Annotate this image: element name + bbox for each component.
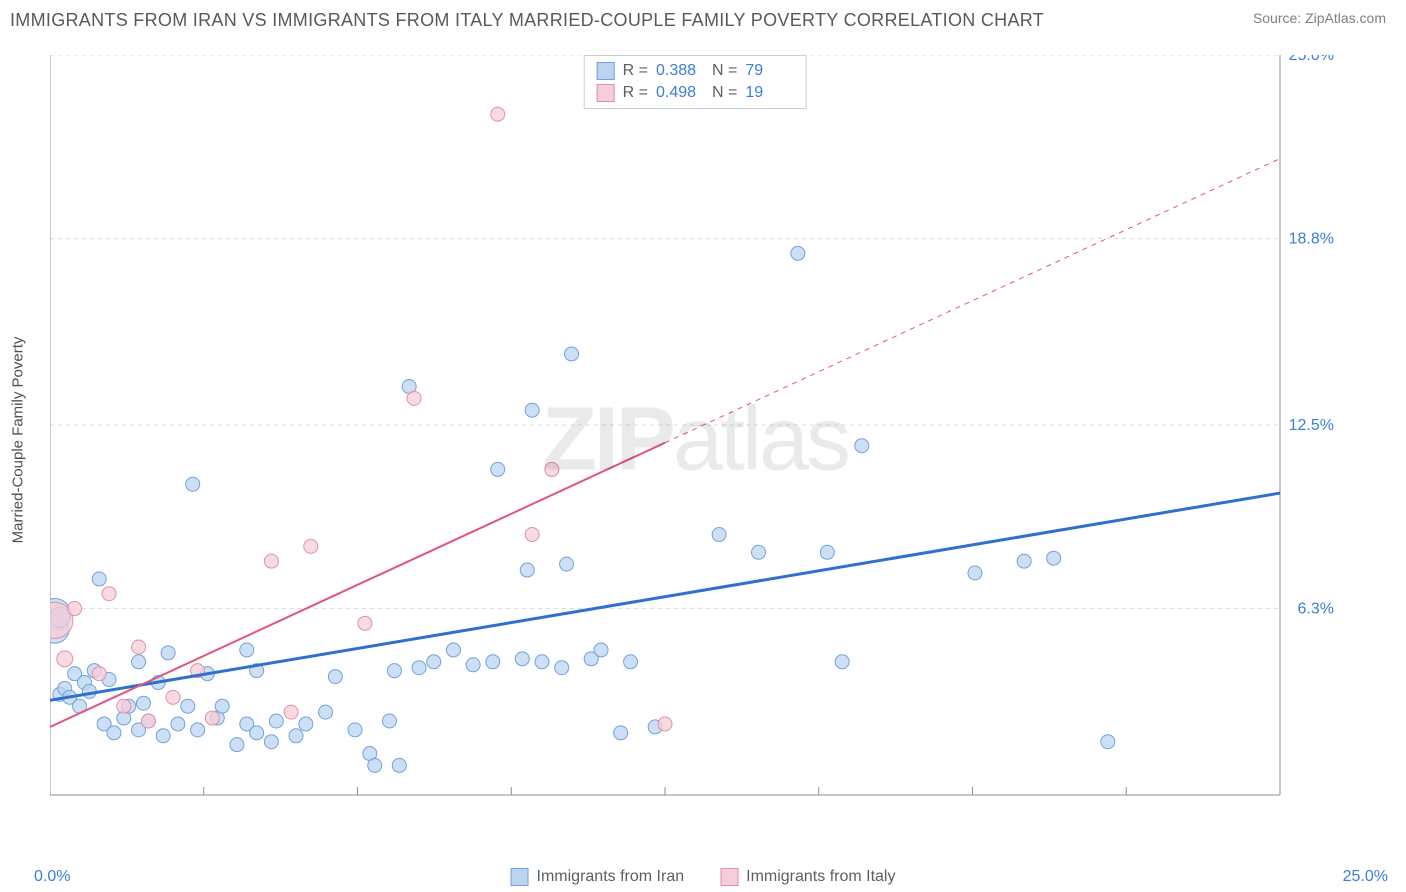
svg-text:18.8%: 18.8% (1289, 231, 1334, 248)
chart-title: IMMIGRANTS FROM IRAN VS IMMIGRANTS FROM … (10, 10, 1044, 31)
swatch-iran (597, 62, 615, 80)
swatch-italy (597, 84, 615, 102)
n-label: N = (712, 84, 737, 102)
swatch-italy (720, 868, 738, 886)
stats-row-italy: R = 0.498 N = 19 (597, 82, 794, 104)
chart-svg: 6.3% 12.5% 18.8% 25.0% (50, 55, 1340, 825)
svg-text:25.0%: 25.0% (1289, 55, 1334, 64)
svg-text:6.3%: 6.3% (1298, 601, 1334, 618)
series-legend: Immigrants from Iran Immigrants from Ita… (511, 868, 896, 886)
scatter-chart: 6.3%12.5%18.8%25.0% ZIPatlas R = 0.388 N… (50, 55, 1340, 825)
y-axis-label: Married-Couple Family Poverty (10, 337, 27, 544)
svg-text:12.5%: 12.5% (1289, 417, 1334, 434)
r-label: R = (623, 84, 648, 102)
legend-item-italy: Immigrants from Italy (720, 868, 895, 886)
r-label: R = (623, 62, 648, 80)
swatch-iran (511, 868, 529, 886)
x-axis-max-label: 25.0% (1343, 868, 1388, 886)
axis-origin-label: 0.0% (34, 868, 70, 886)
stats-legend: R = 0.388 N = 79 R = 0.498 N = 19 (584, 55, 807, 109)
n-label: N = (712, 62, 737, 80)
stats-row-iran: R = 0.388 N = 79 (597, 60, 794, 82)
r-value-iran: 0.388 (656, 62, 704, 80)
n-value-iran: 79 (745, 62, 793, 80)
n-value-italy: 19 (745, 84, 793, 102)
legend-label-italy: Immigrants from Italy (746, 868, 895, 886)
legend-label-iran: Immigrants from Iran (537, 868, 685, 886)
r-value-italy: 0.498 (656, 84, 704, 102)
legend-item-iran: Immigrants from Iran (511, 868, 685, 886)
source-attribution: Source: ZipAtlas.com (1253, 10, 1386, 26)
